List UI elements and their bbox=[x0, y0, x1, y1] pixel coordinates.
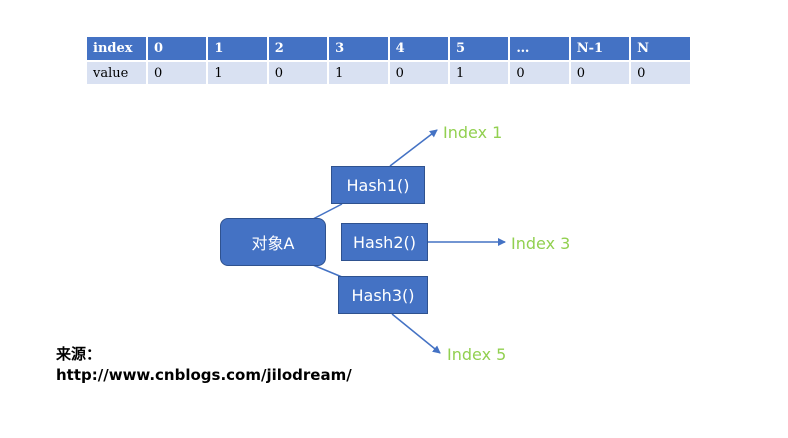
bit-array-table: index 0 1 2 3 4 5 … N-1 N value 0 1 0 1 … bbox=[87, 37, 692, 86]
arrow-hash1-index1 bbox=[389, 129, 438, 167]
value-row: value 0 1 0 1 0 1 0 0 0 bbox=[87, 61, 692, 86]
index-cell: 2 bbox=[267, 37, 330, 62]
index-cell: 1 bbox=[207, 37, 269, 62]
value-cell: 0 bbox=[388, 61, 450, 86]
value-cell: 0 bbox=[630, 61, 692, 86]
value-cell: 1 bbox=[207, 61, 269, 86]
index-cell: 4 bbox=[388, 37, 450, 62]
value-cell: 0 bbox=[267, 61, 330, 86]
index-cell: 5 bbox=[448, 37, 511, 62]
connector-object-hash1 bbox=[312, 203, 343, 220]
source-url: http://www.cnblogs.com/jilodream/ bbox=[56, 366, 352, 384]
object-a-node: 对象A bbox=[220, 218, 326, 266]
source-label: 来源： bbox=[56, 345, 102, 363]
connector-object-hash3 bbox=[312, 264, 343, 278]
index1-label: Index 1 bbox=[443, 123, 503, 142]
index-row-header: index bbox=[87, 37, 148, 62]
index3-label: Index 3 bbox=[511, 234, 571, 253]
index-cell: 3 bbox=[328, 37, 390, 62]
value-cell: 1 bbox=[328, 61, 390, 86]
index5-label: Index 5 bbox=[447, 345, 507, 364]
index-cell: N-1 bbox=[569, 37, 632, 62]
arrow-hash3-index5 bbox=[391, 313, 441, 354]
index-cell: … bbox=[509, 37, 571, 62]
index-row: index 0 1 2 3 4 5 … N-1 N bbox=[87, 37, 692, 62]
hash1-node: Hash1() bbox=[331, 166, 425, 204]
value-row-header: value bbox=[87, 61, 148, 86]
value-cell: 0 bbox=[147, 61, 209, 86]
hash3-node: Hash3() bbox=[338, 276, 428, 314]
value-cell: 0 bbox=[569, 61, 632, 86]
value-cell: 0 bbox=[509, 61, 571, 86]
index-cell: N bbox=[630, 37, 692, 62]
source-caption: 来源： http://www.cnblogs.com/jilodream/ bbox=[56, 344, 352, 386]
value-cell: 1 bbox=[448, 61, 511, 86]
index-cell: 0 bbox=[147, 37, 209, 62]
hash2-node: Hash2() bbox=[341, 223, 428, 261]
